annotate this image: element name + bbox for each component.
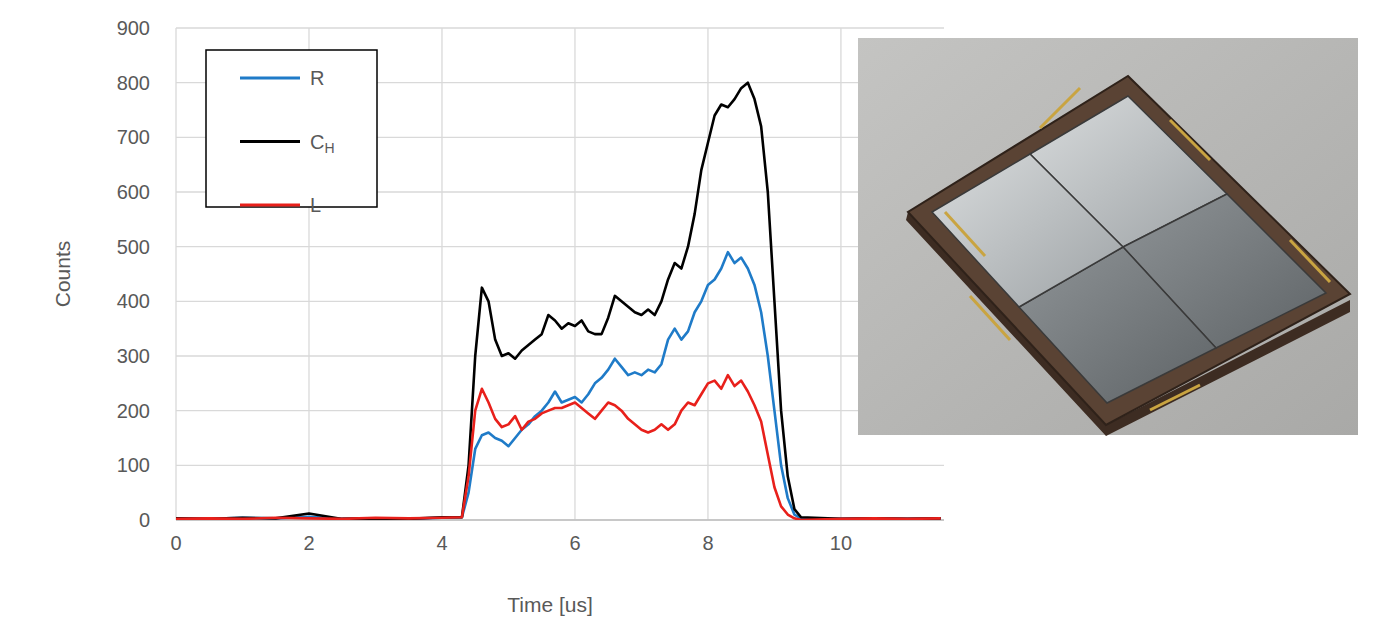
y-grid-line — [176, 355, 944, 356]
grid — [176, 28, 944, 520]
chip-pad — [1040, 88, 1080, 128]
y-tick-label: 800 — [117, 72, 150, 94]
x-tick-label: 10 — [830, 532, 852, 554]
y-tick-label: 0 — [139, 509, 150, 531]
y-grid-line — [176, 246, 944, 247]
x-grid-line — [574, 28, 575, 520]
y-grid-line — [176, 27, 944, 28]
legend: R CH L — [206, 50, 377, 216]
y-tick-label: 500 — [117, 236, 150, 258]
series-line — [176, 252, 941, 519]
x-grid-line — [707, 28, 708, 520]
y-grid-line — [176, 301, 944, 302]
legend-swatch — [240, 140, 300, 143]
y-tick-label: 700 — [117, 126, 150, 148]
y-axis-title: Counts — [51, 241, 74, 308]
y-tick-label: 300 — [117, 345, 150, 367]
detector-photo — [858, 38, 1358, 436]
x-tick-label: 4 — [436, 532, 447, 554]
chip-frame — [908, 76, 1350, 425]
y-tick-label: 600 — [117, 181, 150, 203]
x-grid-line — [441, 28, 442, 520]
y-tick-label: 400 — [117, 290, 150, 312]
chip-pad — [970, 296, 1010, 340]
x-tick-label: 2 — [303, 532, 314, 554]
legend-label: L — [310, 194, 321, 216]
x-axis-title: Time [us] — [507, 593, 593, 616]
photo-background — [858, 38, 1358, 435]
chip-tile — [932, 154, 1123, 307]
y-grid-line — [176, 410, 944, 411]
x-tick-label: 6 — [569, 532, 580, 554]
x-grid-line — [175, 28, 176, 520]
x-grid-line — [840, 28, 841, 520]
legend-label: CH — [310, 131, 335, 156]
legend-box — [206, 50, 377, 207]
chart: 0 100 200 300 400 500 600 700 800 900 0 2 4 6 8 10 Time … — [0, 0, 1384, 632]
chip-pad — [1290, 240, 1330, 282]
series-line — [176, 375, 941, 520]
y-grid-line — [176, 465, 944, 466]
chip-pad — [945, 212, 985, 256]
legend-label: R — [310, 67, 324, 89]
chip-pad — [1170, 120, 1210, 160]
legend-swatch — [240, 204, 300, 207]
y-tick-label: 100 — [117, 454, 150, 476]
y-tick-label: 200 — [117, 400, 150, 422]
chip-pad — [1150, 385, 1200, 410]
y-tick-label: 900 — [117, 17, 150, 39]
x-tick-label: 8 — [702, 532, 713, 554]
legend-swatch — [240, 77, 300, 80]
x-tick-label: 0 — [170, 532, 181, 554]
